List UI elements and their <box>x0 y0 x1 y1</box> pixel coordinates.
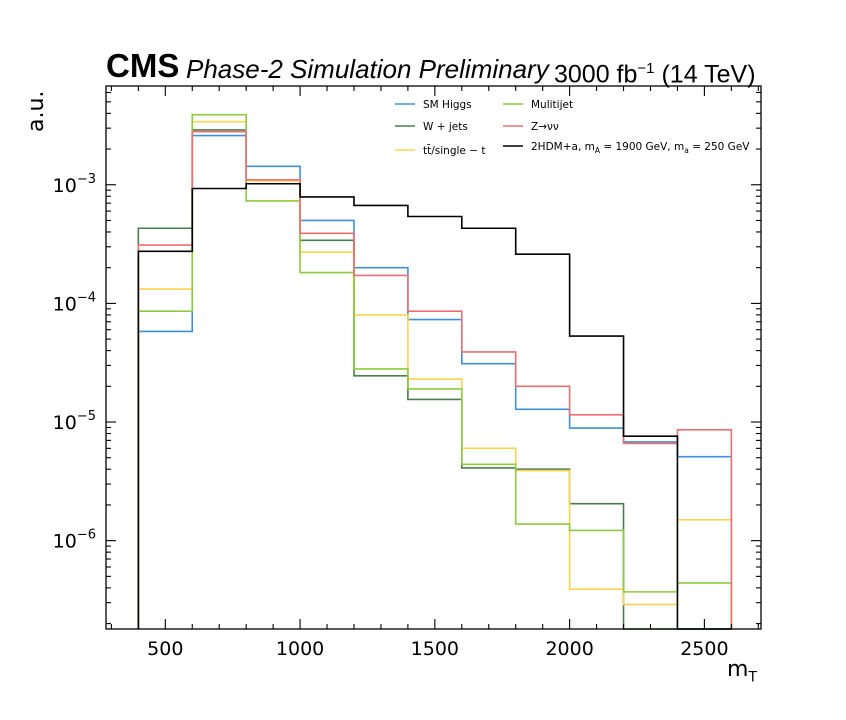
x-tick-label: 2000 <box>545 638 593 660</box>
lumi-prefix: 3000 fb <box>554 60 638 89</box>
lumi-exponent: −1 <box>637 60 655 77</box>
series-mulitijet-line <box>137 113 733 629</box>
x-axis-label: mT <box>727 657 757 685</box>
x-axis-label-sub: T <box>748 669 757 686</box>
lumi-suffix: (14 TeV) <box>661 60 756 89</box>
experiment-label: CMS <box>106 47 180 84</box>
series-z-vv-line <box>137 130 733 629</box>
legend-label: SM Higgs <box>423 99 472 111</box>
series-2hdm-a-line <box>137 182 732 630</box>
legend-label: W + jets <box>423 121 468 133</box>
y-tick-label: 10−4 <box>53 290 96 315</box>
series-layer <box>137 113 733 630</box>
legend-label: 2HDM+a, mA = 1900 GeV, ma = 250 GeV <box>531 141 750 155</box>
luminosity-label: 3000 fb−1 (14 TeV) <box>554 54 756 89</box>
legend-label: Mulitijet <box>531 99 573 111</box>
y-axis: 10−3 10−4 10−5 10−6 <box>53 91 761 625</box>
x-tick-label: 1000 <box>276 638 324 660</box>
series-tt-single-t-line <box>137 120 733 629</box>
y-axis-label: a.u. <box>24 90 49 132</box>
y-tick-label: 10−5 <box>53 409 96 434</box>
legend-label: tt̄/single − t <box>423 144 485 157</box>
x-tick-label: 1500 <box>411 638 459 660</box>
y-tick-label: 10−6 <box>53 528 96 553</box>
legend-label: Z→νν <box>531 121 559 133</box>
x-axis-label-main: m <box>727 657 749 682</box>
x-tick-label: 500 <box>147 638 183 660</box>
series-sm-higgs-line <box>137 134 733 629</box>
x-axis: 500 1000 1500 2000 2500 <box>110 86 759 660</box>
legend: SM Higgs W + jets tt̄/single − t Mulitijet Z… <box>395 99 750 157</box>
plot-frame <box>105 85 762 630</box>
status-label: Phase-2 Simulation Preliminary <box>186 54 549 84</box>
y-tick-label: 10−3 <box>53 172 96 197</box>
x-tick-label: 2500 <box>680 638 728 660</box>
